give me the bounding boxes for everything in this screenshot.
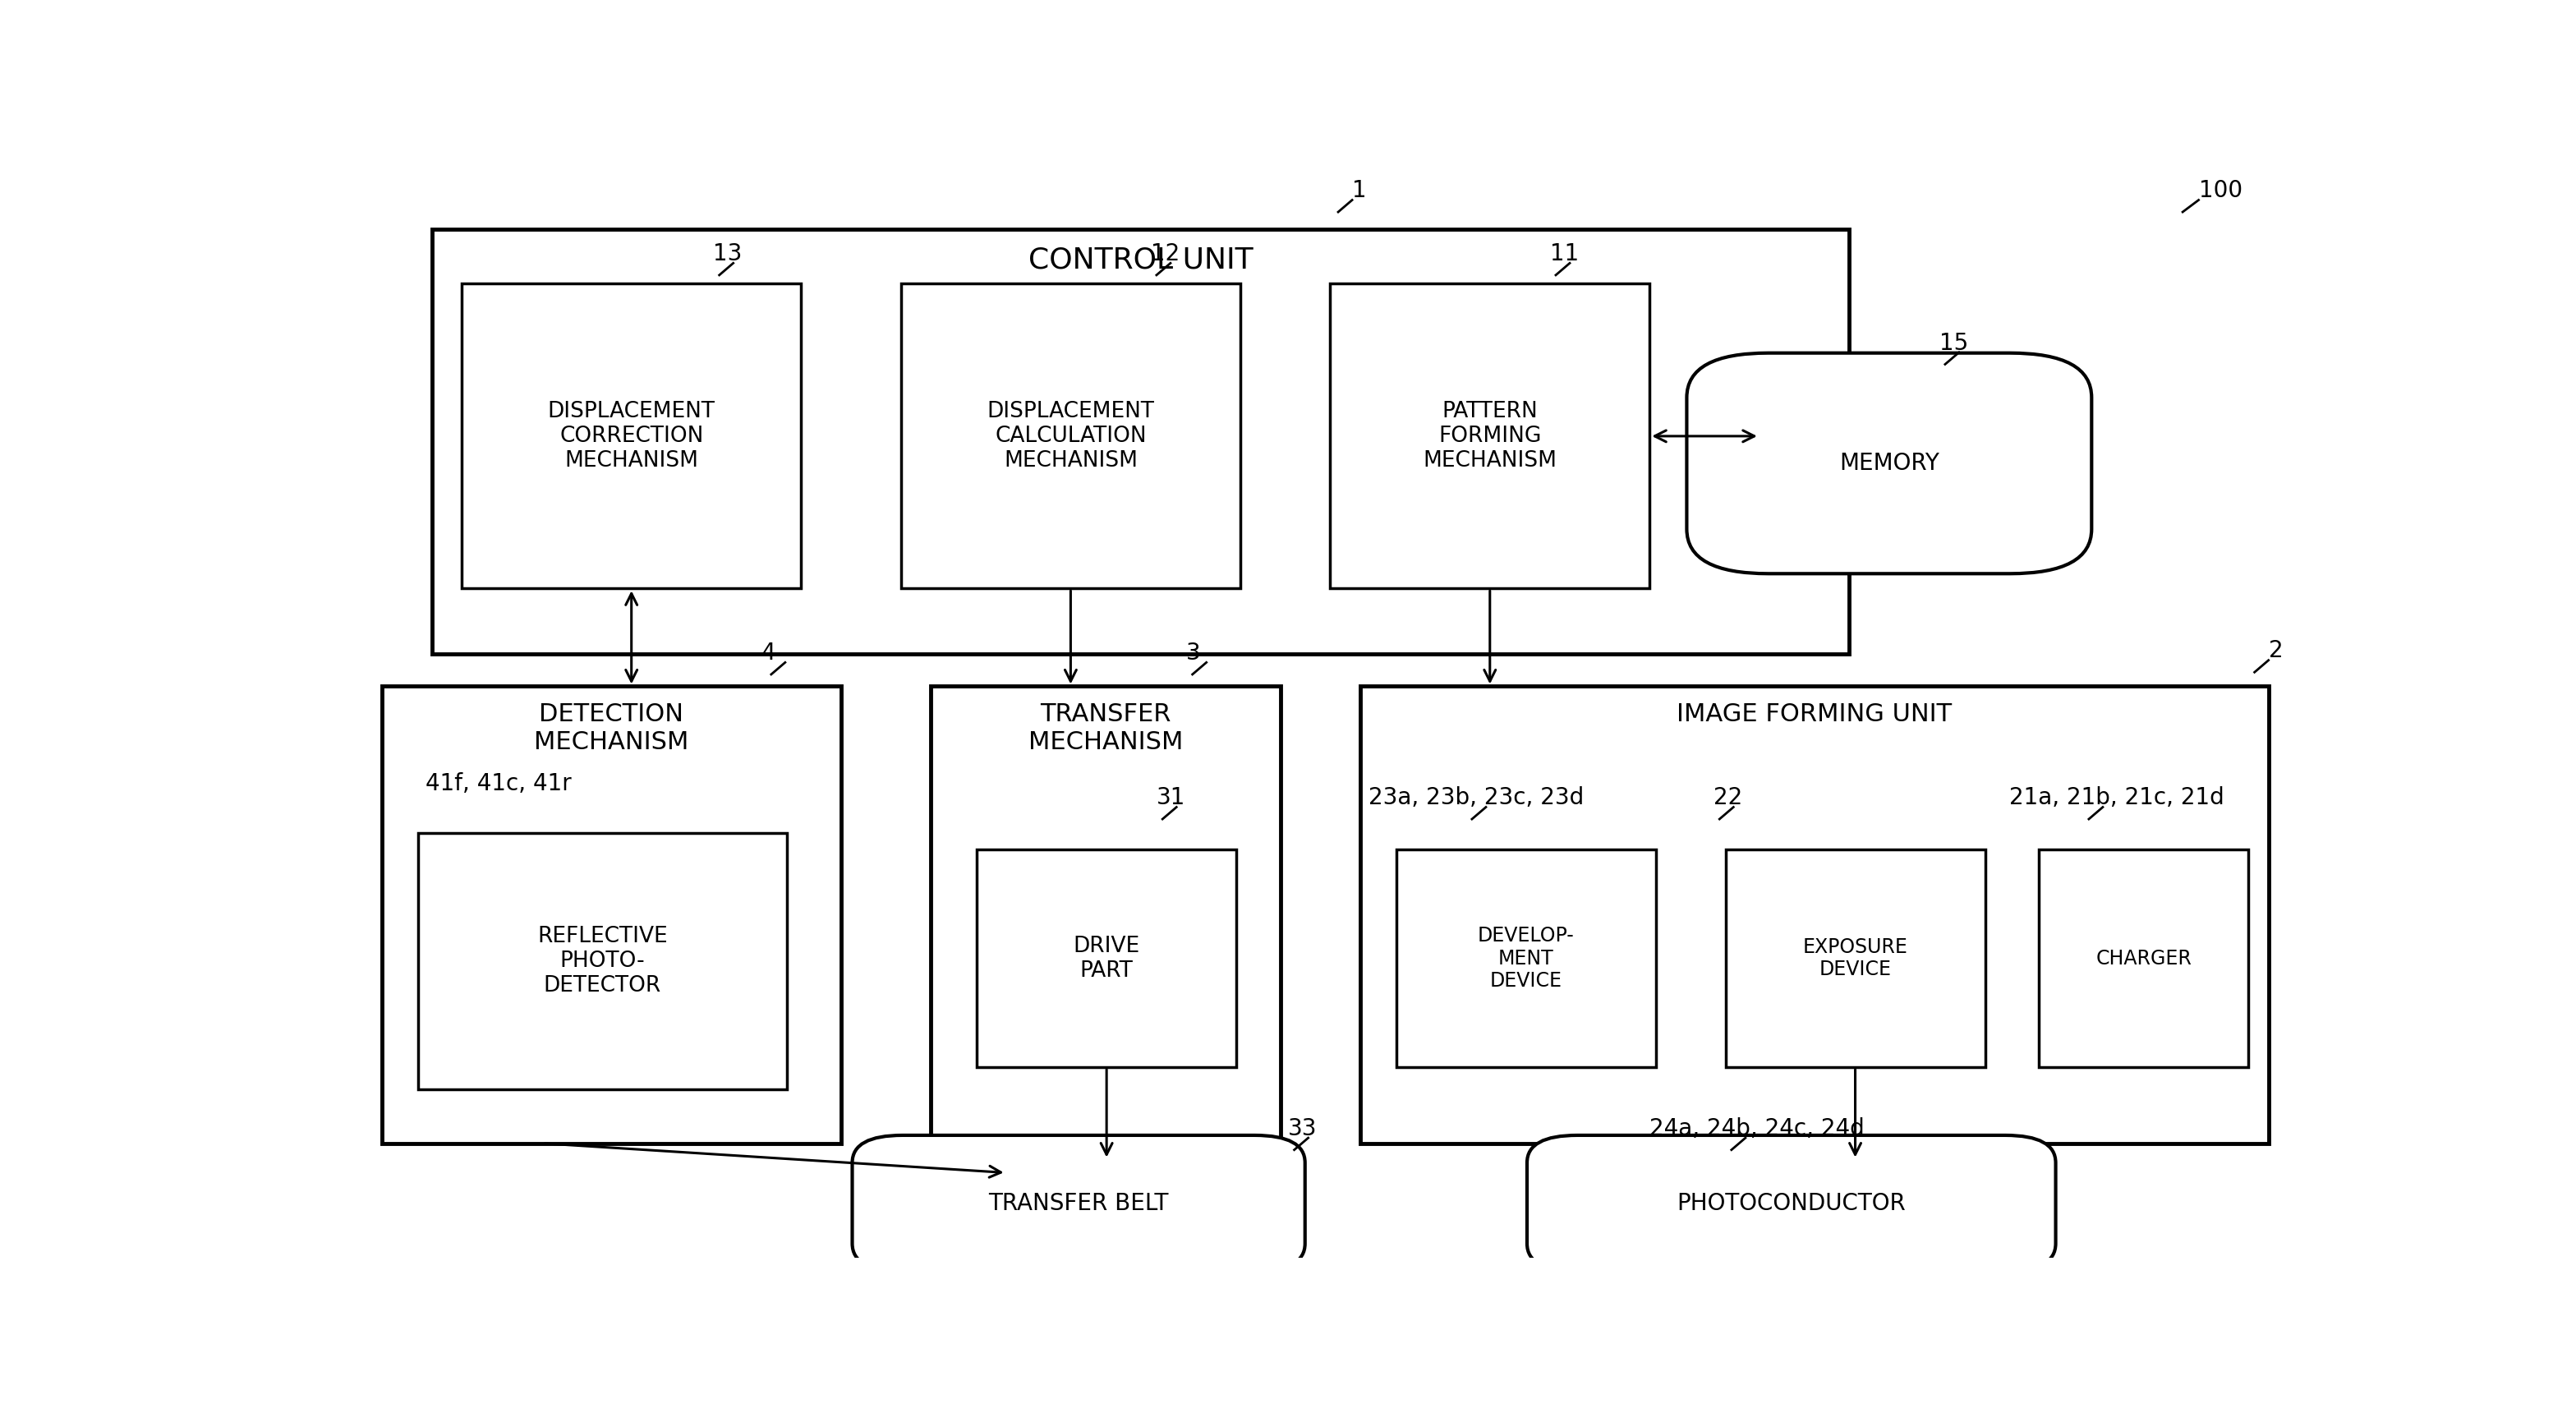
FancyBboxPatch shape [461, 284, 801, 588]
Text: 24a, 24b, 24c, 24d: 24a, 24b, 24c, 24d [1649, 1118, 1865, 1140]
FancyBboxPatch shape [930, 687, 1280, 1143]
Text: TRANSFER
MECHANISM: TRANSFER MECHANISM [1028, 702, 1182, 755]
FancyBboxPatch shape [1396, 849, 1656, 1067]
Text: 2: 2 [2269, 640, 2282, 663]
Text: 31: 31 [1157, 786, 1185, 810]
Text: 4: 4 [762, 642, 775, 664]
Text: 33: 33 [1288, 1118, 1316, 1140]
Text: 13: 13 [714, 242, 742, 266]
Text: MEMORY: MEMORY [1839, 452, 1940, 475]
FancyBboxPatch shape [2040, 849, 2249, 1067]
Text: REFLECTIVE
PHOTO-
DETECTOR: REFLECTIVE PHOTO- DETECTOR [538, 926, 667, 996]
Text: CHARGER: CHARGER [2097, 948, 2192, 968]
Text: IMAGE FORMING UNIT: IMAGE FORMING UNIT [1677, 702, 1953, 726]
Text: 21a, 21b, 21c, 21d: 21a, 21b, 21c, 21d [2009, 786, 2223, 810]
FancyBboxPatch shape [1687, 353, 2092, 574]
FancyBboxPatch shape [1329, 284, 1649, 588]
Text: PHOTOCONDUCTOR: PHOTOCONDUCTOR [1677, 1191, 1906, 1215]
Text: 3: 3 [1188, 642, 1200, 664]
Text: 12: 12 [1151, 242, 1180, 266]
FancyBboxPatch shape [417, 834, 788, 1089]
Text: DRIVE
PART: DRIVE PART [1074, 935, 1141, 982]
Text: DETECTION
MECHANISM: DETECTION MECHANISM [533, 702, 688, 755]
FancyBboxPatch shape [902, 284, 1239, 588]
FancyBboxPatch shape [1726, 849, 1986, 1067]
Text: PATTERN
FORMING
MECHANISM: PATTERN FORMING MECHANISM [1422, 401, 1556, 472]
Text: 15: 15 [1940, 332, 1968, 355]
Text: 1: 1 [1352, 179, 1368, 202]
Text: 41f, 41c, 41r: 41f, 41c, 41r [425, 771, 572, 796]
Text: CONTROL UNIT: CONTROL UNIT [1028, 246, 1252, 274]
FancyBboxPatch shape [976, 849, 1236, 1067]
FancyBboxPatch shape [1360, 687, 2269, 1143]
Text: DISPLACEMENT
CORRECTION
MECHANISM: DISPLACEMENT CORRECTION MECHANISM [549, 401, 716, 472]
Text: TRANSFER BELT: TRANSFER BELT [989, 1191, 1170, 1215]
Text: DISPLACEMENT
CALCULATION
MECHANISM: DISPLACEMENT CALCULATION MECHANISM [987, 401, 1154, 472]
FancyBboxPatch shape [381, 687, 840, 1143]
Text: 11: 11 [1551, 242, 1579, 266]
Text: DEVELOP-
MENT
DEVICE: DEVELOP- MENT DEVICE [1479, 926, 1574, 991]
FancyBboxPatch shape [1528, 1135, 2056, 1272]
Text: 22: 22 [1713, 786, 1741, 810]
Text: 100: 100 [2197, 179, 2241, 202]
FancyBboxPatch shape [433, 229, 1850, 654]
Text: EXPOSURE
DEVICE: EXPOSURE DEVICE [1803, 937, 1909, 979]
Text: 23a, 23b, 23c, 23d: 23a, 23b, 23c, 23d [1368, 786, 1584, 810]
FancyBboxPatch shape [853, 1135, 1306, 1272]
